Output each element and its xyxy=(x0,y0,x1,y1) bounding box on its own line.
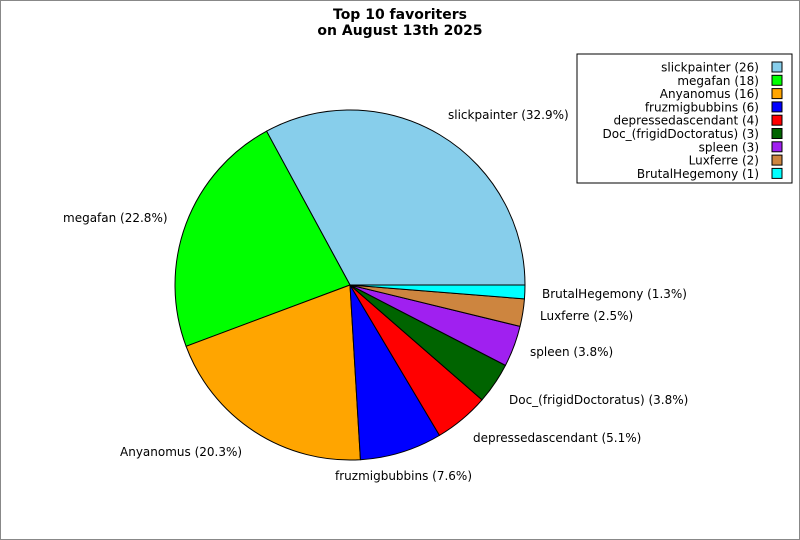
legend-swatch xyxy=(771,128,783,139)
slice-label: Anyanomus (20.3%) xyxy=(120,445,242,459)
slice-label: BrutalHegemony (1.3%) xyxy=(542,287,687,301)
legend-swatch xyxy=(771,101,783,113)
legend: slickpainter (26)megafan (18)Anyanomus (… xyxy=(576,53,793,184)
legend-swatch xyxy=(771,74,783,86)
legend-box xyxy=(576,53,793,184)
legend-swatch xyxy=(771,61,783,73)
legend-swatch xyxy=(771,114,783,126)
legend-label: spleen (3) xyxy=(699,140,759,154)
slice-label: Luxferre (2.5%) xyxy=(540,309,633,323)
legend-label: Doc_(frigidDoctoratus) (3) xyxy=(603,127,760,141)
slice-labels: slickpainter (32.9%) megafan (22.8%) Anyan… xyxy=(63,108,688,483)
legend-swatch xyxy=(771,141,783,153)
pie-slices xyxy=(174,109,526,461)
legend-label: BrutalHegemony (1) xyxy=(637,167,759,181)
slice-label: Doc_(frigidDoctoratus) (3.8%) xyxy=(509,393,688,407)
legend-label: slickpainter (26) xyxy=(661,61,759,75)
chart-subtitle: on August 13th 2025 xyxy=(317,23,482,39)
slice-label: fruzmigbubbins (7.6%) xyxy=(335,469,472,483)
slice-label: depressedascendant (5.1%) xyxy=(473,431,641,445)
legend-label: depressedascendant (4) xyxy=(614,114,759,128)
pie-slice-megafan xyxy=(174,130,351,347)
legend-swatch xyxy=(771,167,783,179)
legend-swatch xyxy=(771,88,783,100)
pie-slice-anyanomus xyxy=(185,284,361,461)
legend-swatch xyxy=(771,154,783,166)
pie-slice-brutalhegemony xyxy=(349,284,526,300)
chart-title: Top 10 favoriters xyxy=(333,7,467,23)
legend-label: Luxferre (2) xyxy=(689,154,759,168)
slice-label: spleen (3.8%) xyxy=(530,345,613,359)
legend-label: megafan (18) xyxy=(677,74,759,88)
legend-label: Anyanomus (16) xyxy=(660,87,759,101)
pie-slice-slickpainter xyxy=(266,109,526,286)
slice-label: slickpainter (32.9%) xyxy=(448,108,569,122)
legend-label: fruzmigbubbins (6) xyxy=(645,100,759,114)
slice-label: megafan (22.8%) xyxy=(63,211,168,225)
